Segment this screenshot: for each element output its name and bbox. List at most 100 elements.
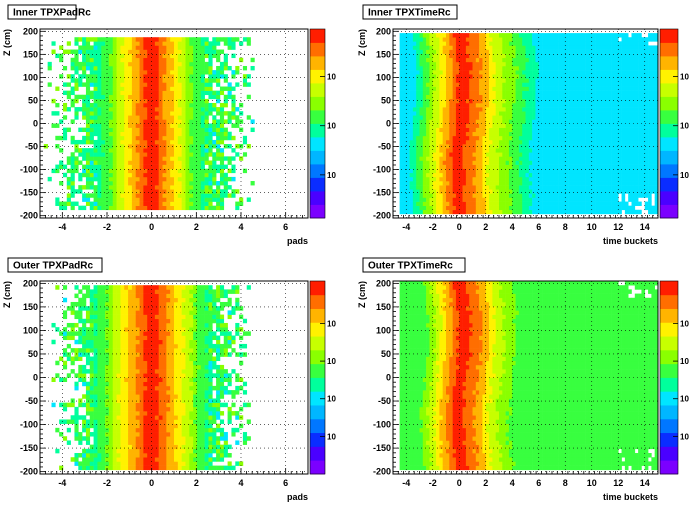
heatmap-cell: [568, 49, 573, 54]
heatmap-cell: [512, 193, 516, 198]
heatmap-cell: [112, 144, 117, 149]
heatmap-cell: [246, 82, 251, 87]
heatmap-cell: [59, 148, 64, 153]
heatmap-cell: [598, 57, 602, 63]
heatmap-cell: [588, 181, 593, 186]
heatmap-cell: [154, 135, 159, 141]
heatmap-cell: [193, 53, 198, 59]
heatmap-cell: [166, 102, 171, 108]
heatmap-cell: [548, 57, 553, 63]
heatmap-cell: [618, 131, 622, 137]
heatmap-cell: [189, 74, 194, 79]
heatmap-cell: [82, 65, 87, 71]
heatmap-cell: [505, 144, 510, 149]
heatmap-cell: [196, 94, 202, 100]
heatmap-cell: [545, 102, 549, 108]
heatmap-cell: [561, 61, 566, 67]
heatmap-cell: [112, 193, 117, 198]
heatmap-cell: [409, 181, 414, 186]
heatmap-cell: [212, 49, 217, 54]
heatmap-cell: [522, 193, 526, 198]
heatmap-cell: [223, 102, 228, 108]
heatmap-cell: [518, 139, 523, 145]
heatmap-cell: [124, 102, 129, 108]
heatmap-cell: [85, 176, 91, 182]
heatmap-cell: [508, 102, 513, 108]
heatmap-cell: [151, 148, 156, 153]
heatmap-cell: [535, 82, 540, 87]
heatmap-cell: [59, 160, 64, 165]
heatmap-cell: [565, 119, 569, 124]
heatmap-cell: [565, 57, 569, 63]
heatmap-cell: [508, 115, 513, 120]
heatmap-cell: [535, 172, 540, 178]
heatmap-cell: [89, 181, 94, 186]
heatmap-cell: [614, 86, 619, 91]
heatmap-cell: [641, 107, 646, 112]
heatmap-cell: [97, 168, 102, 174]
heatmap-cell: [429, 115, 434, 120]
heatmap-cell: [158, 115, 163, 120]
heatmap-cell: [402, 119, 407, 124]
heatmap-cell: [462, 160, 467, 165]
heatmap-cell: [139, 148, 144, 153]
heatmap-cell: [219, 49, 225, 54]
heatmap-cell: [402, 144, 407, 149]
heatmap-cell: [608, 193, 612, 198]
heatmap-cell: [552, 148, 556, 153]
heatmap-cell: [545, 160, 549, 165]
heatmap-cell: [568, 74, 573, 79]
heatmap-cell: [439, 74, 443, 79]
heatmap-cell: [568, 152, 573, 157]
heatmap-cell: [62, 164, 68, 169]
heatmap-cell: [644, 148, 649, 153]
heatmap-cell: [166, 160, 171, 165]
heatmap-cell: [532, 123, 536, 128]
heatmap-cell: [204, 139, 209, 145]
heatmap-cell: [442, 164, 447, 169]
heatmap-cell: [409, 189, 414, 194]
heatmap-cell: [147, 181, 152, 186]
heatmap-cell: [55, 86, 60, 91]
heatmap-cell: [628, 144, 632, 149]
heatmap-cell: [479, 144, 483, 149]
heatmap-cell: [208, 49, 213, 54]
heatmap-cell: [469, 49, 473, 54]
heatmap-cell: [492, 197, 496, 202]
heatmap-cell: [469, 74, 473, 79]
heatmap-cell: [472, 115, 477, 120]
heatmap-cell: [452, 127, 457, 133]
heatmap-cell: [189, 189, 194, 194]
heatmap-cell: [170, 74, 175, 79]
heatmap-cell: [561, 74, 566, 79]
heatmap-cell: [429, 61, 434, 67]
heatmap-cell: [426, 102, 430, 108]
heatmap-cell: [631, 205, 636, 211]
heatmap-cell: [70, 156, 75, 161]
heatmap-cell: [422, 86, 427, 91]
heatmap-cell: [538, 172, 543, 178]
heatmap-cell: [139, 181, 144, 186]
heatmap-cell: [614, 176, 619, 182]
heatmap-cell: [101, 90, 106, 96]
heatmap-cell: [489, 160, 493, 165]
heatmap-cell: [97, 205, 102, 211]
heatmap-cell: [139, 41, 144, 46]
heatmap-cell: [181, 160, 186, 165]
heatmap-cell: [112, 176, 117, 182]
heatmap-cell: [499, 144, 503, 149]
heatmap-cell: [116, 205, 121, 211]
heatmap-cell: [489, 90, 493, 96]
heatmap-cell: [542, 197, 546, 202]
heatmap-cell: [135, 57, 140, 63]
heatmap-cell: [116, 41, 121, 46]
heatmap-cell: [55, 123, 60, 128]
heatmap-cell: [472, 176, 477, 182]
heatmap-cell: [535, 74, 540, 79]
heatmap-cell: [406, 160, 410, 165]
heatmap-cell: [624, 90, 629, 96]
heatmap-cell: [409, 49, 414, 54]
heatmap-cell: [89, 74, 94, 79]
heatmap-cell: [571, 176, 576, 182]
heatmap-cell: [78, 172, 83, 178]
